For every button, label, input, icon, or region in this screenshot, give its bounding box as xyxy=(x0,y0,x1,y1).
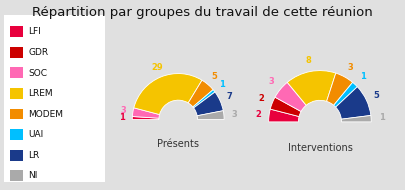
Text: 1: 1 xyxy=(379,113,385,123)
Bar xyxy=(10,150,23,161)
Text: 3: 3 xyxy=(120,106,126,115)
Text: 3: 3 xyxy=(269,78,275,86)
Wedge shape xyxy=(270,97,301,116)
Wedge shape xyxy=(132,108,160,118)
Wedge shape xyxy=(336,87,371,119)
Text: 2: 2 xyxy=(259,94,265,103)
Text: 3: 3 xyxy=(347,63,353,72)
Bar xyxy=(10,129,23,140)
Wedge shape xyxy=(132,116,159,120)
Text: 1: 1 xyxy=(360,72,366,81)
Wedge shape xyxy=(194,92,223,116)
Text: 2: 2 xyxy=(255,110,261,119)
Bar xyxy=(10,67,23,78)
Wedge shape xyxy=(326,73,353,105)
Text: SOC: SOC xyxy=(28,69,47,78)
Bar xyxy=(10,170,23,181)
Bar xyxy=(10,108,23,120)
Text: NI: NI xyxy=(28,171,38,180)
Text: GDR: GDR xyxy=(28,48,49,57)
Wedge shape xyxy=(188,80,213,107)
Text: MODEM: MODEM xyxy=(28,110,63,119)
Text: 1: 1 xyxy=(219,80,225,89)
Wedge shape xyxy=(269,109,299,122)
FancyBboxPatch shape xyxy=(0,9,109,189)
Text: LREM: LREM xyxy=(28,89,53,98)
Text: 1: 1 xyxy=(119,113,125,122)
Wedge shape xyxy=(275,82,306,112)
Wedge shape xyxy=(197,111,224,120)
Wedge shape xyxy=(334,82,357,107)
Text: UAI: UAI xyxy=(28,130,44,139)
Text: 7: 7 xyxy=(226,92,232,101)
Wedge shape xyxy=(341,116,371,122)
Text: 8: 8 xyxy=(305,56,311,65)
Text: LR: LR xyxy=(28,151,40,160)
Text: 5: 5 xyxy=(211,72,217,81)
Text: Répartition par groupes du travail de cette réunion: Répartition par groupes du travail de ce… xyxy=(32,6,373,19)
Text: 5: 5 xyxy=(374,91,379,100)
Text: Interventions: Interventions xyxy=(288,143,352,154)
Text: 3: 3 xyxy=(231,110,237,119)
Text: 29: 29 xyxy=(151,63,163,72)
Wedge shape xyxy=(287,71,336,105)
Text: Présents: Présents xyxy=(157,139,199,149)
Bar xyxy=(10,47,23,58)
Wedge shape xyxy=(193,90,215,108)
Wedge shape xyxy=(134,74,202,115)
Text: LFI: LFI xyxy=(28,27,41,36)
Bar xyxy=(10,88,23,99)
Bar xyxy=(10,26,23,37)
